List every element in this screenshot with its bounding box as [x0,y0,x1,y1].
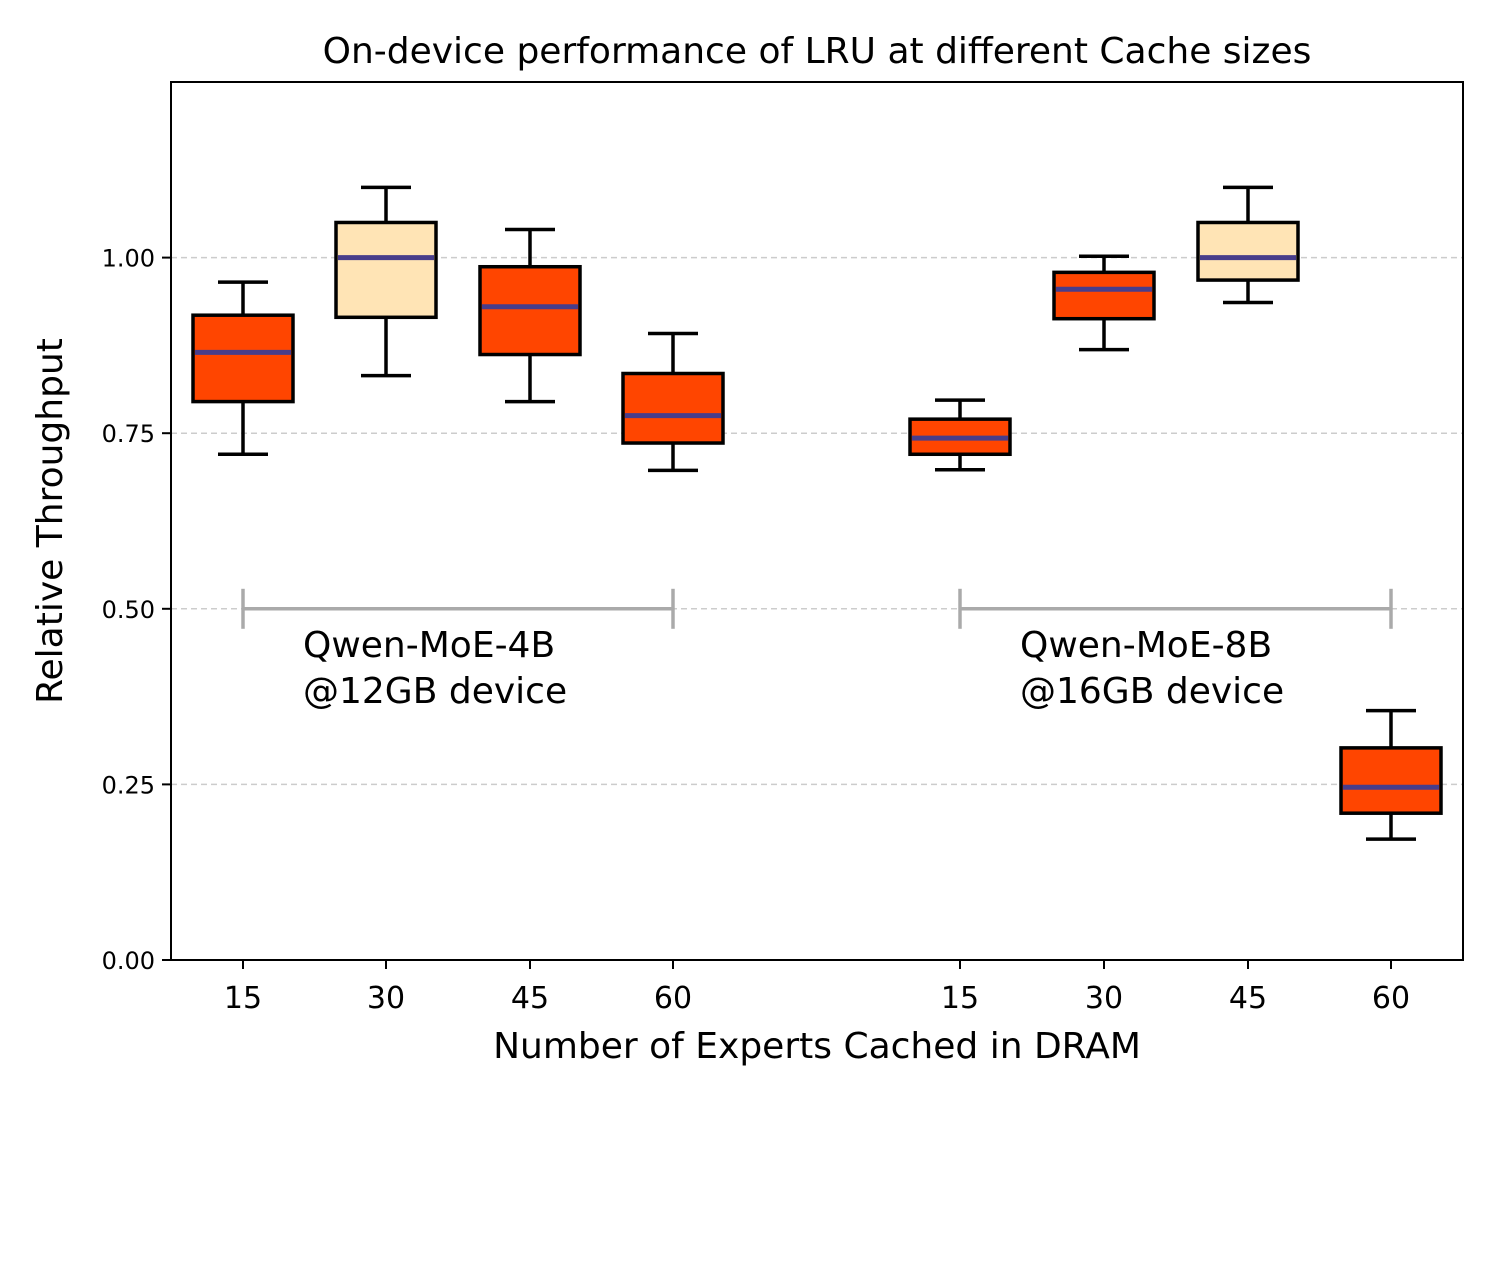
y-tick-label: 0.50 [102,596,155,624]
group-label-device: @16GB device [1020,671,1284,712]
group-label-model: Qwen-MoE-8B [1020,625,1272,666]
x-tick-label: 45 [1229,981,1267,1016]
y-axis-ticks: 0.00 0.25 0.50 0.75 1.00 [102,245,171,975]
box-30 [334,185,438,378]
x-tick-label: 30 [1085,981,1123,1016]
group-brackets: Qwen-MoE-4B @12GB device Qwen-MoE-8B @16GB … [241,588,1393,712]
iqr-box [334,220,438,320]
box-45 [1196,185,1300,305]
x-tick-label: 60 [1372,981,1410,1016]
box-15 [191,280,295,457]
x-tick-label: 45 [511,981,549,1016]
x-tick-label: 30 [367,981,405,1016]
x-tick-label: 60 [654,981,692,1016]
x-axis-ticks: 15 30 45 60 15 30 45 60 [224,960,1410,1016]
iqr-box [478,264,582,357]
chart-title: On-device performance of LRU at differen… [323,31,1312,72]
box-15 [908,398,1012,472]
group-label-model: Qwen-MoE-4B [303,625,555,666]
iqr-box [191,313,295,404]
boxes [191,185,1443,841]
box-45 [478,227,582,404]
iqr-box [621,371,725,445]
y-axis-label: Relative Throughput [30,338,71,704]
iqr-box [1339,746,1443,815]
group-label-device: @12GB device [303,671,567,712]
x-tick-label: 15 [224,981,262,1016]
iqr-box [1196,220,1300,282]
y-tick-label: 1.00 [102,245,155,273]
box-30 [1052,254,1156,352]
y-tick-label: 0.75 [102,420,155,448]
y-tick-label: 0.25 [102,771,155,799]
box-60 [621,331,725,473]
box-60 [1339,708,1443,841]
plot-frame [170,81,1464,961]
x-tick-label: 15 [941,981,979,1016]
y-tick-label: 0.00 [102,947,155,975]
iqr-box [1052,270,1156,321]
x-axis-label: Number of Experts Cached in DRAM [493,1026,1141,1067]
